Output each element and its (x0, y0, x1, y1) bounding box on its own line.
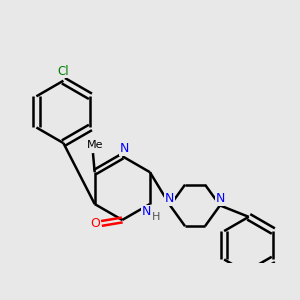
Text: N: N (165, 192, 174, 205)
Text: N: N (119, 142, 129, 155)
Text: Cl: Cl (58, 64, 69, 77)
Text: H: H (152, 212, 160, 222)
Text: N: N (142, 205, 151, 218)
Text: Me: Me (86, 140, 103, 151)
Text: N: N (216, 192, 225, 205)
Text: O: O (90, 217, 100, 230)
